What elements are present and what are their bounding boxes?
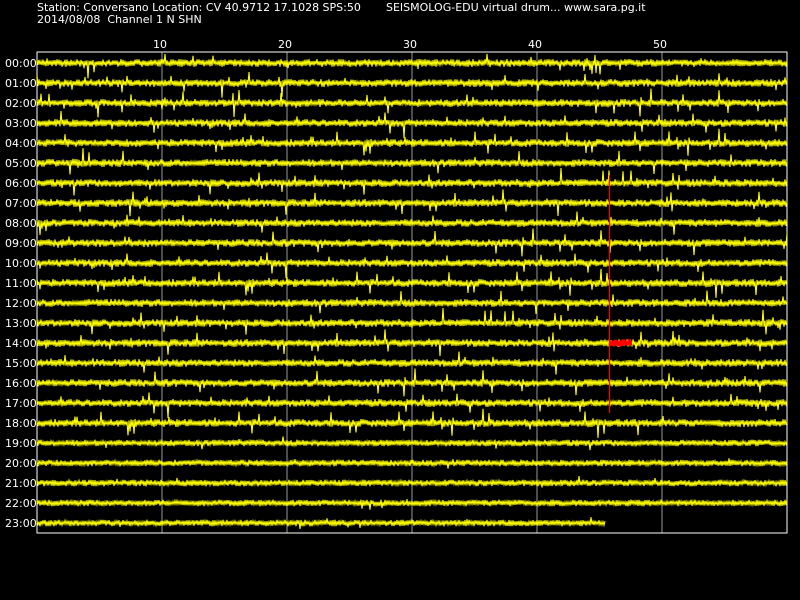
trace-21:00 [36,476,788,488]
hour-label: 23:00 [5,517,37,530]
station-info: Station: Conversano Location: CV 40.9712… [37,1,361,14]
trace-09:00 [36,228,788,257]
hour-label: 05:00 [5,157,37,170]
trace-22:00 [36,498,788,510]
hour-label: 02:00 [5,97,37,110]
minute-grid [161,52,663,533]
event-burst [608,338,633,347]
x-tick-label: 40 [528,38,542,51]
trace-04:00 [36,128,788,156]
hour-label: 18:00 [5,417,37,430]
trace-14:00 [36,329,788,357]
x-tick-label: 20 [278,38,292,51]
event-markers [608,175,633,413]
trace-02:00 [36,88,788,118]
trace-17:00 [36,392,788,419]
hour-label: 16:00 [5,377,37,390]
trace-18:00 [36,408,788,438]
hour-label: 21:00 [5,477,37,490]
hour-label: 09:00 [5,237,37,250]
trace-10:00 [36,252,788,279]
hour-label: 14:00 [5,337,37,350]
trace-06:00 [36,167,788,196]
trace-03:00 [36,110,788,139]
x-tick-label: 30 [403,38,417,51]
trace-00:00 [36,53,788,79]
trace-11:00 [36,268,788,298]
hour-label: 19:00 [5,437,37,450]
trace-19:00 [36,436,788,451]
hour-label: 15:00 [5,357,37,370]
hour-label: 03:00 [5,117,37,130]
trace-12:00 [36,290,788,315]
trace-07:00 [36,189,788,217]
hour-label: 13:00 [5,317,37,330]
x-tick-label: 50 [653,38,667,51]
hour-label: 10:00 [5,257,37,270]
hour-label: 07:00 [5,197,37,210]
hour-label: 01:00 [5,77,37,90]
x-tick-label: 10 [153,38,167,51]
hour-label: 22:00 [5,497,37,510]
trace-08:00 [36,211,788,235]
trace-13:00 [36,307,788,335]
date-channel-info: 2014/08/08 Channel 1 N SHN [37,13,202,26]
hour-label: 11:00 [5,277,37,290]
trace-01:00 [36,71,788,98]
trace-20:00 [36,458,788,469]
hour-label: 06:00 [5,177,37,190]
hour-label: 04:00 [5,137,37,150]
hour-label: 00:00 [5,57,37,70]
hour-label: 08:00 [5,217,37,230]
hour-label: 17:00 [5,397,37,410]
trace-15:00 [36,351,788,375]
x-tick-labels: 10 20 30 40 50 [153,38,667,51]
trace-23:00 [36,517,606,530]
trace-05:00 [36,148,788,175]
trace-16:00 [36,368,788,397]
hour-label: 20:00 [5,457,37,470]
hour-label: 12:00 [5,297,37,310]
brand-info: SEISMOLOG-EDU virtual drum... www.sara.p… [386,1,646,14]
hour-rows: 00:00 01:00 02:00 03:00 04:00 05:00 06:00 07:00… [5,53,788,530]
